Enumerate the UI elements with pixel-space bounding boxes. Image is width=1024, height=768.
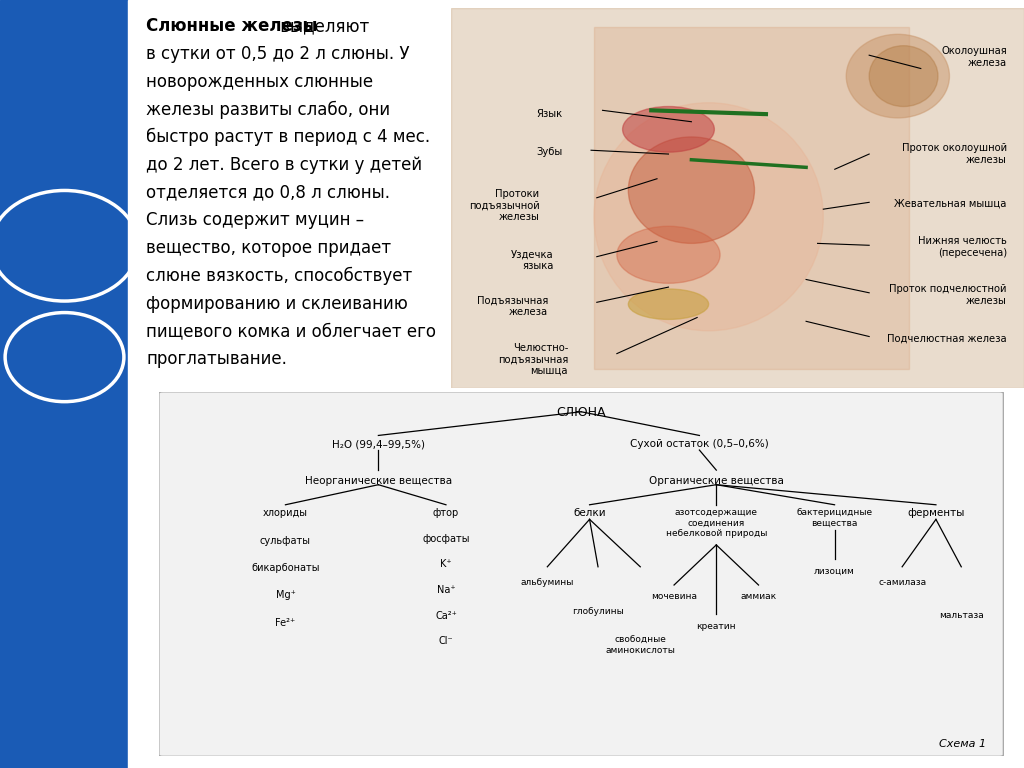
- Text: альбумины: альбумины: [520, 578, 574, 587]
- Text: до 2 лет. Всего в сутки у детей: до 2 лет. Всего в сутки у детей: [146, 156, 422, 174]
- Text: Cl⁻: Cl⁻: [438, 636, 454, 646]
- Bar: [128, 0, 1024, 768]
- Text: K⁺: K⁺: [440, 559, 452, 570]
- Text: вещество, которое придает: вещество, которое придает: [146, 239, 391, 257]
- Ellipse shape: [594, 103, 823, 331]
- Text: железы развиты слабо, они: железы развиты слабо, они: [146, 101, 390, 119]
- Text: Зубы: Зубы: [537, 147, 562, 157]
- Text: фтор: фтор: [433, 508, 459, 518]
- Text: в сутки от 0,5 до 2 л слюны. У: в сутки от 0,5 до 2 л слюны. У: [146, 45, 410, 63]
- Text: бикарбонаты: бикарбонаты: [251, 563, 319, 573]
- Text: Жевательная мышца: Жевательная мышца: [894, 198, 1007, 208]
- Bar: [594, 27, 909, 369]
- Text: проглатывание.: проглатывание.: [146, 350, 287, 368]
- Text: ферменты: ферменты: [907, 508, 965, 518]
- Text: Схема 1: Схема 1: [939, 739, 987, 750]
- Text: мальтаза: мальтаза: [939, 611, 984, 620]
- Text: Слюнные железы: Слюнные железы: [146, 17, 317, 35]
- Text: Проток околоушной
железы: Проток околоушной железы: [902, 144, 1007, 165]
- Text: азотсодержащие
соединения
небелковой природы: азотсодержащие соединения небелковой при…: [666, 508, 767, 538]
- Text: Околоушная
железа: Околоушная железа: [941, 46, 1007, 68]
- Ellipse shape: [616, 227, 720, 283]
- Text: быстро растут в период с 4 мес.: быстро растут в период с 4 мес.: [146, 128, 430, 147]
- Bar: [0, 0, 128, 768]
- Text: сульфаты: сульфаты: [260, 536, 311, 546]
- Text: лизоцим: лизоцим: [814, 567, 855, 576]
- Text: Неорганические вещества: Неорганические вещества: [305, 475, 452, 485]
- Text: новорожденных слюнные: новорожденных слюнные: [146, 73, 373, 91]
- Text: Проток подчелюстной
железы: Проток подчелюстной железы: [889, 284, 1007, 306]
- Ellipse shape: [629, 289, 709, 319]
- Text: СЛЮНА: СЛЮНА: [556, 406, 606, 419]
- Text: Органические вещества: Органические вещества: [649, 475, 783, 485]
- Text: формированию и склеиванию: формированию и склеиванию: [146, 295, 408, 313]
- Text: аммиак: аммиак: [740, 592, 776, 601]
- Text: Уздечка
языка: Уздечка языка: [511, 250, 554, 271]
- Text: глобулины: глобулины: [572, 607, 624, 616]
- Text: Челюстно-
подъязычная
мышца: Челюстно- подъязычная мышца: [498, 343, 568, 376]
- Ellipse shape: [629, 137, 755, 243]
- Text: свободные
аминокислоты: свободные аминокислоты: [605, 636, 675, 656]
- Text: с-амилаза: с-амилаза: [879, 578, 926, 587]
- Ellipse shape: [846, 35, 949, 118]
- Text: мочевина: мочевина: [651, 592, 697, 601]
- Text: Mg⁺: Mg⁺: [275, 591, 295, 601]
- Text: Подъязычная
железа: Подъязычная железа: [476, 296, 548, 317]
- Text: H₂O (99,4–99,5%): H₂O (99,4–99,5%): [332, 439, 425, 449]
- Text: белки: белки: [573, 508, 606, 518]
- Text: бактерицидные
вещества: бактерицидные вещества: [797, 508, 872, 528]
- Text: Слизь содержит муцин –: Слизь содержит муцин –: [146, 211, 365, 230]
- Text: Протоки
подъязычной
железы: Протоки подъязычной железы: [469, 189, 540, 222]
- Ellipse shape: [869, 46, 938, 107]
- Text: хлориды: хлориды: [263, 508, 308, 518]
- Text: пищевого комка и облегчает его: пищевого комка и облегчает его: [146, 323, 436, 340]
- Text: фосфаты: фосфаты: [422, 534, 470, 544]
- Text: слюне вязкость, способствует: слюне вязкость, способствует: [146, 267, 413, 285]
- Text: Ca²⁺: Ca²⁺: [435, 611, 457, 621]
- FancyBboxPatch shape: [159, 392, 1004, 756]
- Text: выделяют: выделяют: [275, 17, 370, 35]
- Text: отделяется до 0,8 л слюны.: отделяется до 0,8 л слюны.: [146, 184, 390, 202]
- Text: Язык: Язык: [537, 109, 562, 119]
- Text: Fe²⁺: Fe²⁺: [275, 617, 296, 628]
- Text: Подчелюстная железа: Подчелюстная железа: [887, 333, 1007, 343]
- Ellipse shape: [623, 107, 715, 152]
- Text: Нижняя челюсть
(пересечена): Нижняя челюсть (пересечена): [918, 237, 1007, 258]
- Text: креатин: креатин: [696, 621, 736, 631]
- Text: Na⁺: Na⁺: [436, 585, 456, 595]
- Text: Сухой остаток (0,5–0,6%): Сухой остаток (0,5–0,6%): [630, 439, 769, 449]
